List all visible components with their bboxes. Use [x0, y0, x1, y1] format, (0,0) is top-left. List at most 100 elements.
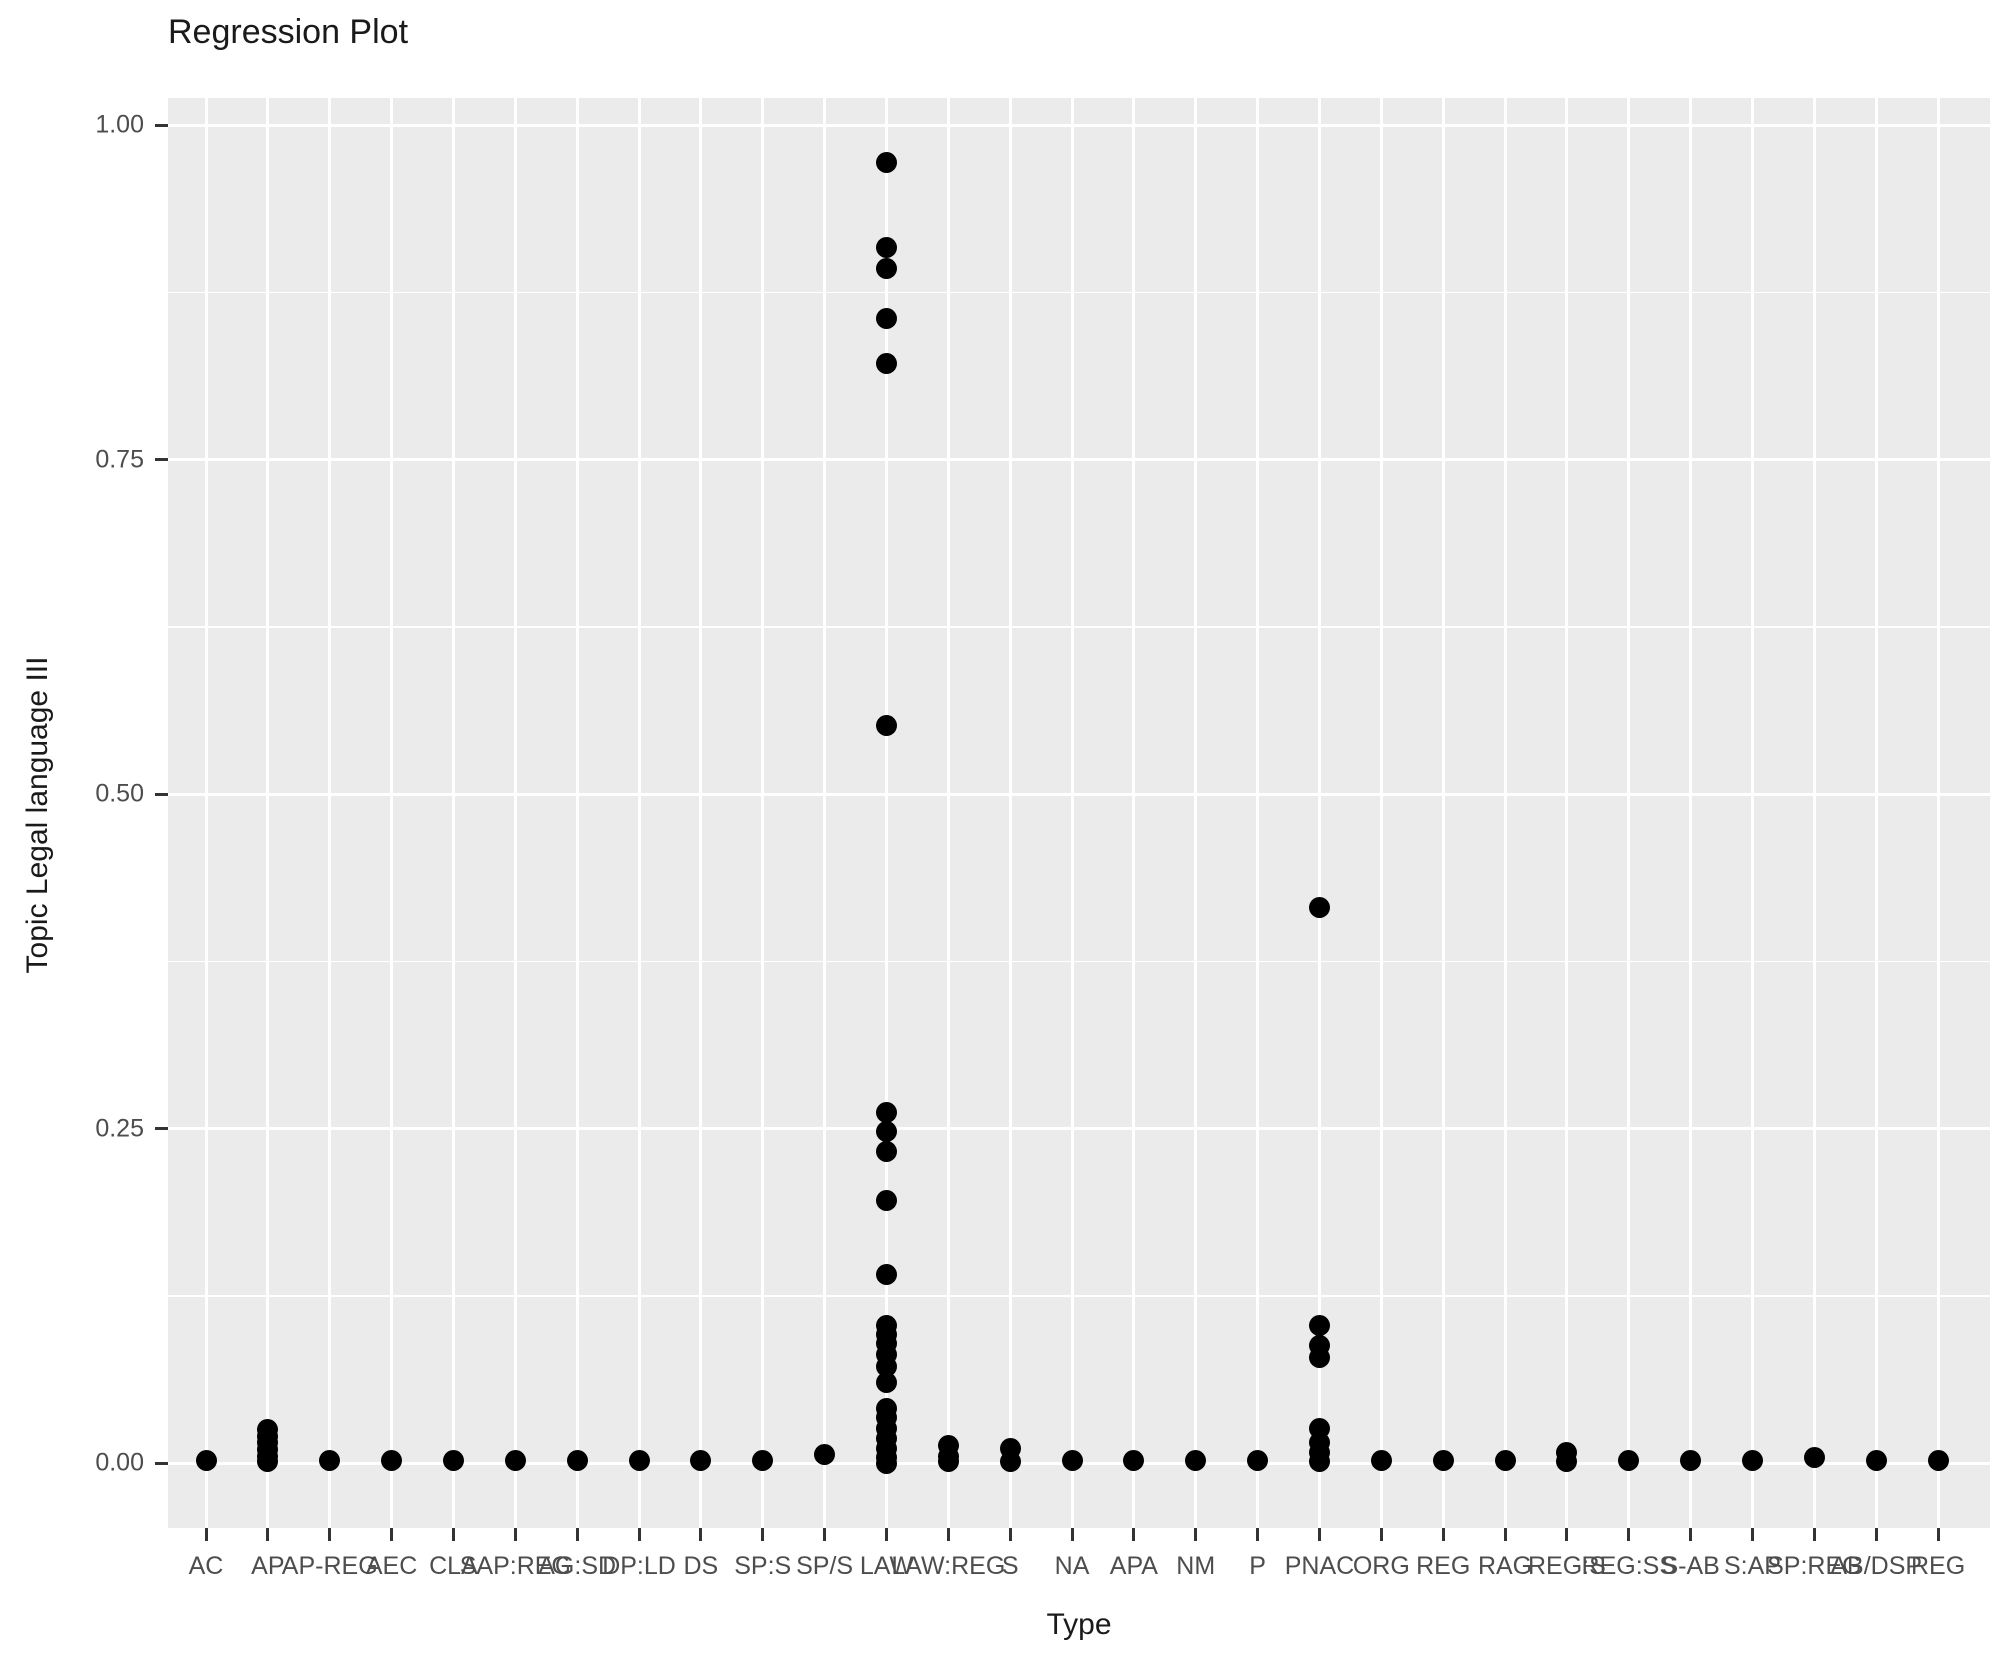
data-point: [875, 715, 897, 737]
data-point: [1803, 1447, 1825, 1469]
major-gridline-vertical: [266, 98, 270, 1528]
major-gridline-vertical: [1256, 98, 1260, 1528]
y-tick-label: 0.50: [95, 779, 144, 808]
data-point: [1185, 1449, 1207, 1471]
x-tick-label: REG:S: [1528, 1552, 1606, 1580]
x-tick-label: SP:REG: [1767, 1552, 1862, 1580]
x-tick-label: AG:SD: [538, 1552, 617, 1580]
major-gridline-vertical: [1874, 98, 1878, 1528]
minor-gridline-horizontal: [168, 960, 1990, 963]
data-point: [1927, 1449, 1949, 1471]
x-axis-tick-mark: [390, 1528, 394, 1541]
x-axis-tick-mark: [946, 1528, 950, 1541]
major-gridline-vertical: [1379, 98, 1383, 1528]
data-point: [442, 1449, 464, 1471]
x-axis-tick-mark: [1194, 1528, 1198, 1541]
data-point: [257, 1451, 279, 1473]
x-axis-tick-mark: [1936, 1528, 1940, 1541]
x-tick-label: REG: [1910, 1552, 1966, 1580]
x-tick-label: SP:S: [734, 1552, 792, 1580]
major-gridline-vertical: [451, 98, 455, 1528]
data-point: [628, 1449, 650, 1471]
x-axis-tick-mark: [1874, 1528, 1878, 1541]
x-tick-label: S: [1001, 1552, 1019, 1580]
major-gridline-horizontal: [168, 1127, 1990, 1131]
data-point: [875, 1356, 897, 1378]
x-axis-tick-mark: [1070, 1528, 1074, 1541]
x-axis-tick-mark: [451, 1528, 455, 1541]
major-gridline-vertical: [823, 98, 827, 1528]
x-axis-tick-mark: [1503, 1528, 1507, 1541]
minor-gridline-horizontal: [168, 626, 1990, 628]
plot-panel: [168, 98, 1990, 1528]
x-tick-label: AP-REG: [281, 1552, 378, 1580]
x-tick-label: REG:SS: [1581, 1552, 1677, 1580]
data-point: [319, 1449, 341, 1471]
y-axis-tick-mark: [155, 792, 168, 796]
x-tick-label: SAP:REG: [459, 1552, 571, 1580]
x-tick-label: AEC: [365, 1552, 418, 1580]
data-point: [875, 1120, 897, 1142]
data-point: [875, 1190, 897, 1212]
x-axis-tick-mark: [328, 1528, 332, 1541]
x-axis-tick-mark: [1627, 1528, 1631, 1541]
data-point: [937, 1451, 959, 1473]
major-gridline-horizontal: [168, 458, 1990, 462]
x-axis-tick-mark: [1812, 1528, 1816, 1541]
x-axis-tick-mark: [761, 1528, 765, 1541]
data-point: [875, 352, 897, 374]
x-tick-label: DP:LD: [602, 1552, 676, 1580]
y-axis-tick-mark: [155, 458, 168, 462]
minor-gridline-horizontal: [168, 1295, 1990, 1297]
major-gridline-vertical: [575, 98, 579, 1528]
data-point: [1308, 1451, 1330, 1473]
major-gridline-vertical: [1070, 98, 1074, 1528]
data-point: [1618, 1449, 1640, 1471]
x-tick-label: S:AP: [1724, 1552, 1781, 1580]
data-point: [875, 1263, 897, 1285]
y-axis-tick-mark: [155, 1127, 168, 1131]
data-point: [875, 307, 897, 329]
data-point: [814, 1444, 836, 1466]
data-point: [875, 258, 897, 280]
major-gridline-vertical: [1812, 98, 1816, 1528]
data-point: [690, 1449, 712, 1471]
plot-title: Regression Plot: [168, 13, 409, 51]
x-axis-tick-mark: [1256, 1528, 1260, 1541]
major-gridline-vertical: [1503, 98, 1507, 1528]
data-point: [875, 1372, 897, 1394]
major-gridline-vertical: [761, 98, 765, 1528]
major-gridline-vertical: [946, 98, 950, 1528]
minor-gridline-horizontal: [168, 291, 1990, 294]
major-gridline-vertical: [884, 98, 888, 1528]
data-point: [1556, 1451, 1578, 1473]
data-point: [875, 1102, 897, 1124]
major-gridline-vertical: [637, 98, 641, 1528]
x-axis-tick-mark: [1379, 1528, 1383, 1541]
data-point: [1742, 1449, 1763, 1471]
data-point: [195, 1449, 217, 1471]
data-point: [504, 1449, 526, 1471]
x-tick-label: CLA: [429, 1552, 478, 1580]
major-gridline-vertical: [1689, 98, 1693, 1528]
x-axis-tick-mark: [1132, 1528, 1136, 1541]
major-gridline-vertical: [699, 98, 703, 1528]
data-point: [1370, 1449, 1392, 1471]
x-tick-label: P: [1249, 1552, 1266, 1580]
x-tick-label: DS: [683, 1552, 719, 1580]
data-point: [1308, 1314, 1330, 1336]
x-tick-label: PNAC: [1284, 1552, 1355, 1580]
data-point: [752, 1449, 774, 1471]
x-tick-label: AC: [188, 1552, 224, 1580]
x-axis-tick-mark: [1441, 1528, 1445, 1541]
x-axis-title: Type: [1046, 1608, 1112, 1641]
x-axis-tick-mark: [637, 1528, 641, 1541]
data-point: [875, 152, 897, 174]
data-point: [1123, 1449, 1145, 1471]
x-tick-label: REG: [1416, 1552, 1471, 1580]
major-gridline-vertical: [390, 98, 394, 1528]
data-point: [1247, 1449, 1269, 1471]
major-gridline-vertical: [1132, 98, 1136, 1528]
x-axis-tick-mark: [884, 1528, 888, 1541]
